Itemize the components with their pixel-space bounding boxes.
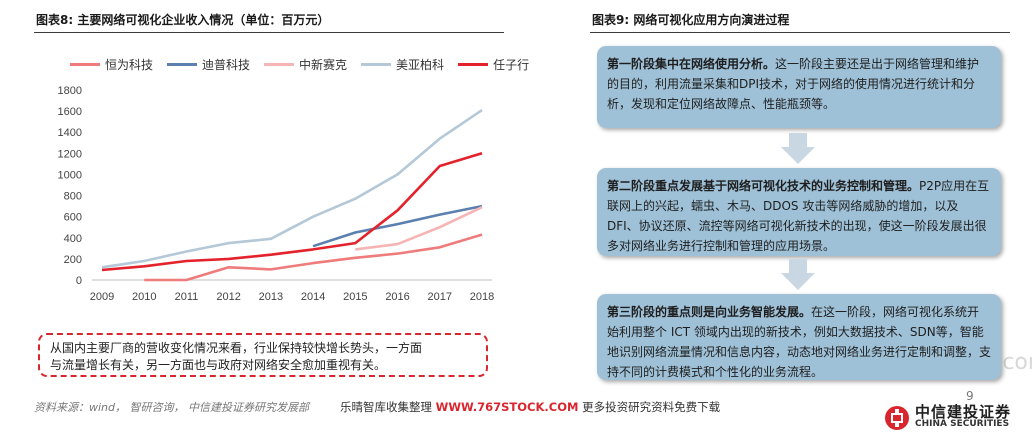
page-number: 9 <box>966 389 974 403</box>
legend-swatch <box>264 62 295 66</box>
legend-label: 迪普科技 <box>202 57 251 72</box>
stage-3-text: 在这一阶段，网络可视化系统开始利用整个 ICT 领域内出现的新技术，例如大数据技… <box>607 305 992 379</box>
x-tick-label: 2013 <box>259 291 283 303</box>
legend-label: 恒为科技 <box>105 57 154 72</box>
citic-logo-icon <box>885 406 909 430</box>
x-tick-label: 2012 <box>216 291 240 303</box>
footer-post: 更多投资研究资料免费下载 <box>582 400 721 414</box>
stage-3-heading: 第三阶段的重点则是向业务智能发展。 <box>607 305 812 319</box>
note-line-1: 从国内主要厂商的营收变化情况来看，行业保持较快增长势头，一方面 <box>50 341 423 355</box>
legend-label: 中新赛克 <box>299 57 348 72</box>
footer-pre: 乐晴智库收集整理 <box>340 400 432 414</box>
company-logo: 中信建投证券 CHINA SECURITIES <box>884 405 1011 431</box>
y-tick-label: 1800 <box>58 85 82 97</box>
y-tick-label: 1600 <box>58 106 82 118</box>
stage-1-heading: 第一阶段集中在网络使用分析。 <box>607 57 776 71</box>
legend-swatch <box>361 62 392 66</box>
legend-swatch <box>167 62 198 66</box>
down-arrow-icon <box>781 259 815 290</box>
series-line-3 <box>355 206 483 251</box>
x-tick-label: 2017 <box>428 291 452 303</box>
footer-url[interactable]: WWW.767STOCK.COM <box>435 400 579 414</box>
stage-2-box: 第二阶段重点发展基于网络可视化技术的业务控制和管理。P2P应用在互联网上的兴起，… <box>597 168 1001 256</box>
x-tick-label: 2015 <box>343 291 367 303</box>
series-line-5 <box>101 152 483 272</box>
left-figure-title: 图表8: 主要网络可视化企业收入情况（单位：百万元） <box>36 13 330 27</box>
legend-swatch <box>70 62 100 66</box>
note-line-2: 与流量增长有关，另一方面也与政府对网络安全愈加重视有关。 <box>50 358 387 372</box>
legend-label: 任子行 <box>493 57 530 72</box>
revenue-line-chart: 0 200 400 600 800 1000 1200 1400 1600 1800 2009 201… <box>58 85 495 303</box>
x-tick-label: 2014 <box>301 291 325 303</box>
series-line-2 <box>312 204 483 248</box>
stage-1-box: 第一阶段集中在网络使用分析。这一阶段主要还是出于网络管理和维护的目的，利用流量采… <box>597 46 1001 128</box>
y-tick-label: 200 <box>64 254 82 266</box>
logo-name-cn: 中信建投证券 <box>915 403 1012 421</box>
right-title-rule <box>590 32 1010 33</box>
right-figure-title: 图表9: 网络可视化应用方向演进过程 <box>592 13 790 27</box>
source-text: 资料来源：wind， 智研咨询， 中信建投证券研究发展部 <box>34 401 309 414</box>
stage-2-heading: 第二阶段重点发展基于网络可视化技术的业务控制和管理。 <box>607 179 920 193</box>
x-tick-label: 2010 <box>132 291 156 303</box>
y-tick-label: 400 <box>64 233 82 245</box>
stage-2-text: P2P应用在互联网上的兴起，蠕虫、木马、DDOS 攻击等网络威胁的增加，以及 D… <box>607 179 990 253</box>
series-line-1 <box>144 233 483 282</box>
x-tick-label: 2009 <box>90 291 114 303</box>
legend-item-1: 恒为科技 <box>70 56 153 73</box>
stage-1-text: 这一阶段主要还是出于网络管理和维护的目的，利用流量采集和DPI技术，对于网络的使… <box>607 57 980 111</box>
series-line-4 <box>101 109 483 269</box>
x-tick-label: 2011 <box>175 291 199 303</box>
legend-item-3: 中新赛克 <box>264 56 347 73</box>
x-tick-label: 2018 <box>470 291 494 303</box>
y-tick-label: 1400 <box>58 127 82 139</box>
footer-note: 乐晴智库收集整理 WWW.767STOCK.COM 更多投资研究资料免费下载 <box>340 399 720 415</box>
left-title-rule <box>34 32 504 33</box>
y-tick-label: 0 <box>76 275 82 287</box>
x-tick-label: 2016 <box>385 291 409 303</box>
stage-3-box: 第三阶段的重点则是向业务智能发展。在这一阶段，网络可视化系统开始利用整个 ICT… <box>597 294 1001 380</box>
legend-label: 美亚柏科 <box>396 57 445 72</box>
legend-item-4: 美亚柏科 <box>361 56 444 73</box>
chart-legend: 恒为科技 迪普科技 中新赛克 美亚柏科 任子行 <box>70 52 529 76</box>
y-tick-label: 1000 <box>58 169 82 181</box>
y-tick-label: 600 <box>64 212 82 224</box>
legend-item-2: 迪普科技 <box>167 56 250 73</box>
y-tick-label: 800 <box>64 191 82 203</box>
legend-item-5: 任子行 <box>458 56 529 73</box>
logo-name-en: CHINA SECURITIES <box>915 419 1010 429</box>
legend-swatch <box>458 62 489 66</box>
y-tick-label: 1200 <box>58 148 82 160</box>
chart-note-box: 从国内主要厂商的营收变化情况来看，行业保持较快增长势头，一方面 与流量增长有关，… <box>38 333 488 377</box>
down-arrow-icon <box>781 133 815 164</box>
